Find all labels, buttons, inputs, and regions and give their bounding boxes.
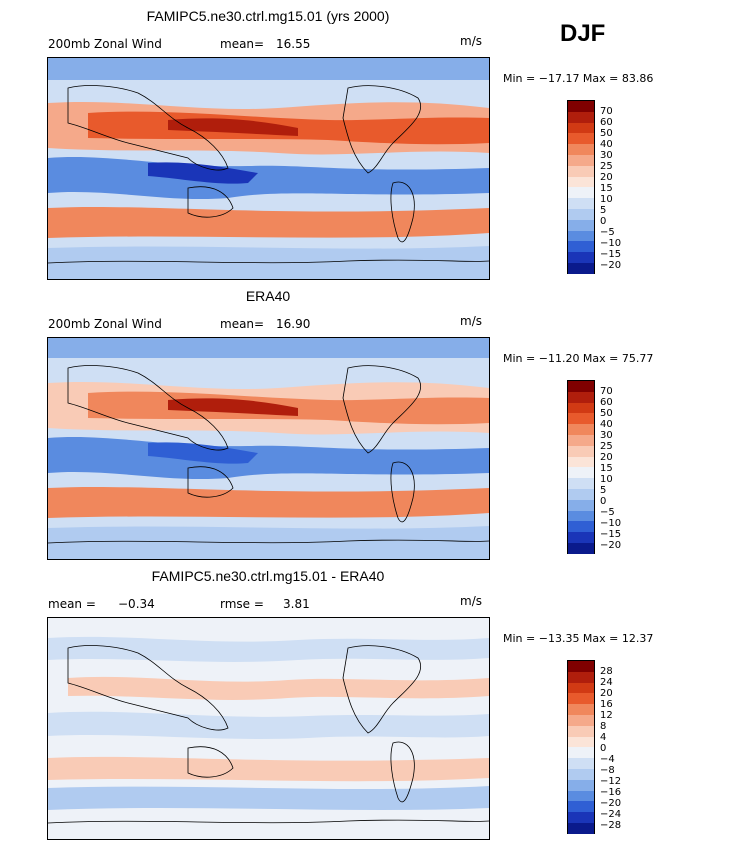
panel1-tick: −5 [600, 227, 615, 238]
panel2-tick: 20 [600, 452, 613, 463]
panel1-tick: 5 [600, 205, 607, 216]
panel3-colorbar-ticks: 28 24 20 16 12 8 4 0 −4 −8 −12 −16 −20 −24 −28 [600, 666, 621, 831]
panel3-tick: 24 [600, 677, 613, 688]
panel2-tick: −5 [600, 507, 615, 518]
panel2-colorbar-ticks: 70 60 50 40 30 25 20 15 10 5 0 −5 −10 −15 −20 [600, 386, 621, 551]
panel3-tick: 28 [600, 666, 613, 677]
season-label: DJF [560, 20, 606, 47]
panel3-units: m/s [460, 594, 482, 608]
panel2-tick: 5 [600, 485, 607, 496]
panel3-tick: −16 [600, 787, 622, 798]
panel1-variable-label: 200mb Zonal Wind [48, 37, 162, 51]
panel1-map [47, 57, 490, 280]
panel1-tick: 30 [600, 150, 613, 161]
panel3-tick: 8 [600, 721, 607, 732]
panel1-tick: 15 [600, 183, 613, 194]
panel3-tick: 12 [600, 710, 613, 721]
panel2-tick: 15 [600, 463, 613, 474]
panel1-tick: 25 [600, 161, 613, 172]
panel3-tick: 0 [600, 743, 607, 754]
panel3-tick: 20 [600, 688, 613, 699]
panel3-rmse-label: rmse = [220, 597, 264, 611]
panel3-map-svg [48, 618, 489, 839]
panel2-mean-label: mean= [220, 317, 265, 331]
panel3-mean-value: −0.34 [118, 597, 155, 611]
panel3-min-max: Min = −13.35 Max = 12.37 [503, 632, 654, 645]
panel1-min-max: Min = −17.17 Max = 83.86 [503, 72, 654, 85]
panel3-rmse-value: 3.81 [283, 597, 310, 611]
panel2-title: ERA40 [245, 288, 291, 304]
panel1-tick: 20 [600, 172, 613, 183]
panel2-tick: 30 [600, 430, 613, 441]
panel3-title: FAMIPC5.ne30.ctrl.mg15.01 - ERA40 [151, 568, 385, 584]
panel1-tick: 10 [600, 194, 613, 205]
panel3-tick: 4 [600, 732, 607, 743]
panel2-tick: −10 [600, 518, 622, 529]
panel3-map [47, 617, 490, 840]
panel1-mean-value: 16.55 [276, 37, 311, 51]
panel2-tick: 40 [600, 419, 613, 430]
panel1-mean-label: mean= [220, 37, 265, 51]
panel2-tick: 10 [600, 474, 613, 485]
panel3-tick: −28 [600, 820, 622, 831]
panel3-tick: −12 [600, 776, 622, 787]
panel2-min-max: Min = −11.20 Max = 75.77 [503, 352, 654, 365]
panel1-colorbar-ticks: 70 60 50 40 30 25 20 15 10 5 0 −5 −10 −15 −20 [600, 106, 621, 271]
panel1-tick: 70 [600, 106, 613, 117]
panel3-tick: −8 [600, 765, 615, 776]
panel2-tick: 0 [600, 496, 607, 507]
panel1-tick: 0 [600, 216, 607, 227]
panel1-tick: 60 [600, 117, 613, 128]
panel2-units: m/s [460, 314, 482, 328]
panel2-tick: −20 [600, 540, 622, 551]
panel1-map-svg [48, 58, 489, 279]
panel2-tick: −15 [600, 529, 622, 540]
panel3-tick: −4 [600, 754, 615, 765]
panel1-tick: 40 [600, 139, 613, 150]
panel3-tick: 16 [600, 699, 613, 710]
panel1-units: m/s [460, 34, 482, 48]
panel3-tick: −24 [600, 809, 622, 820]
panel1-colorbar [567, 100, 595, 274]
panel2-tick: 25 [600, 441, 613, 452]
panel2-map-svg [48, 338, 489, 559]
panel2-variable-label: 200mb Zonal Wind [48, 317, 162, 331]
panel1-tick: 50 [600, 128, 613, 139]
panel2-tick: 70 [600, 386, 613, 397]
panel1-tick: −20 [600, 260, 622, 271]
panel1-tick: −10 [600, 238, 622, 249]
panel3-colorbar [567, 660, 595, 834]
panel3-mean-label: mean = [48, 597, 96, 611]
panel3-tick: −20 [600, 798, 622, 809]
panel2-tick: 50 [600, 408, 613, 419]
panel1-title: FAMIPC5.ne30.ctrl.mg15.01 (yrs 2000) [146, 8, 390, 24]
panel1-tick: −15 [600, 249, 622, 260]
panel2-tick: 60 [600, 397, 613, 408]
panel2-map [47, 337, 490, 560]
panel2-colorbar [567, 380, 595, 554]
panel2-mean-value: 16.90 [276, 317, 311, 331]
